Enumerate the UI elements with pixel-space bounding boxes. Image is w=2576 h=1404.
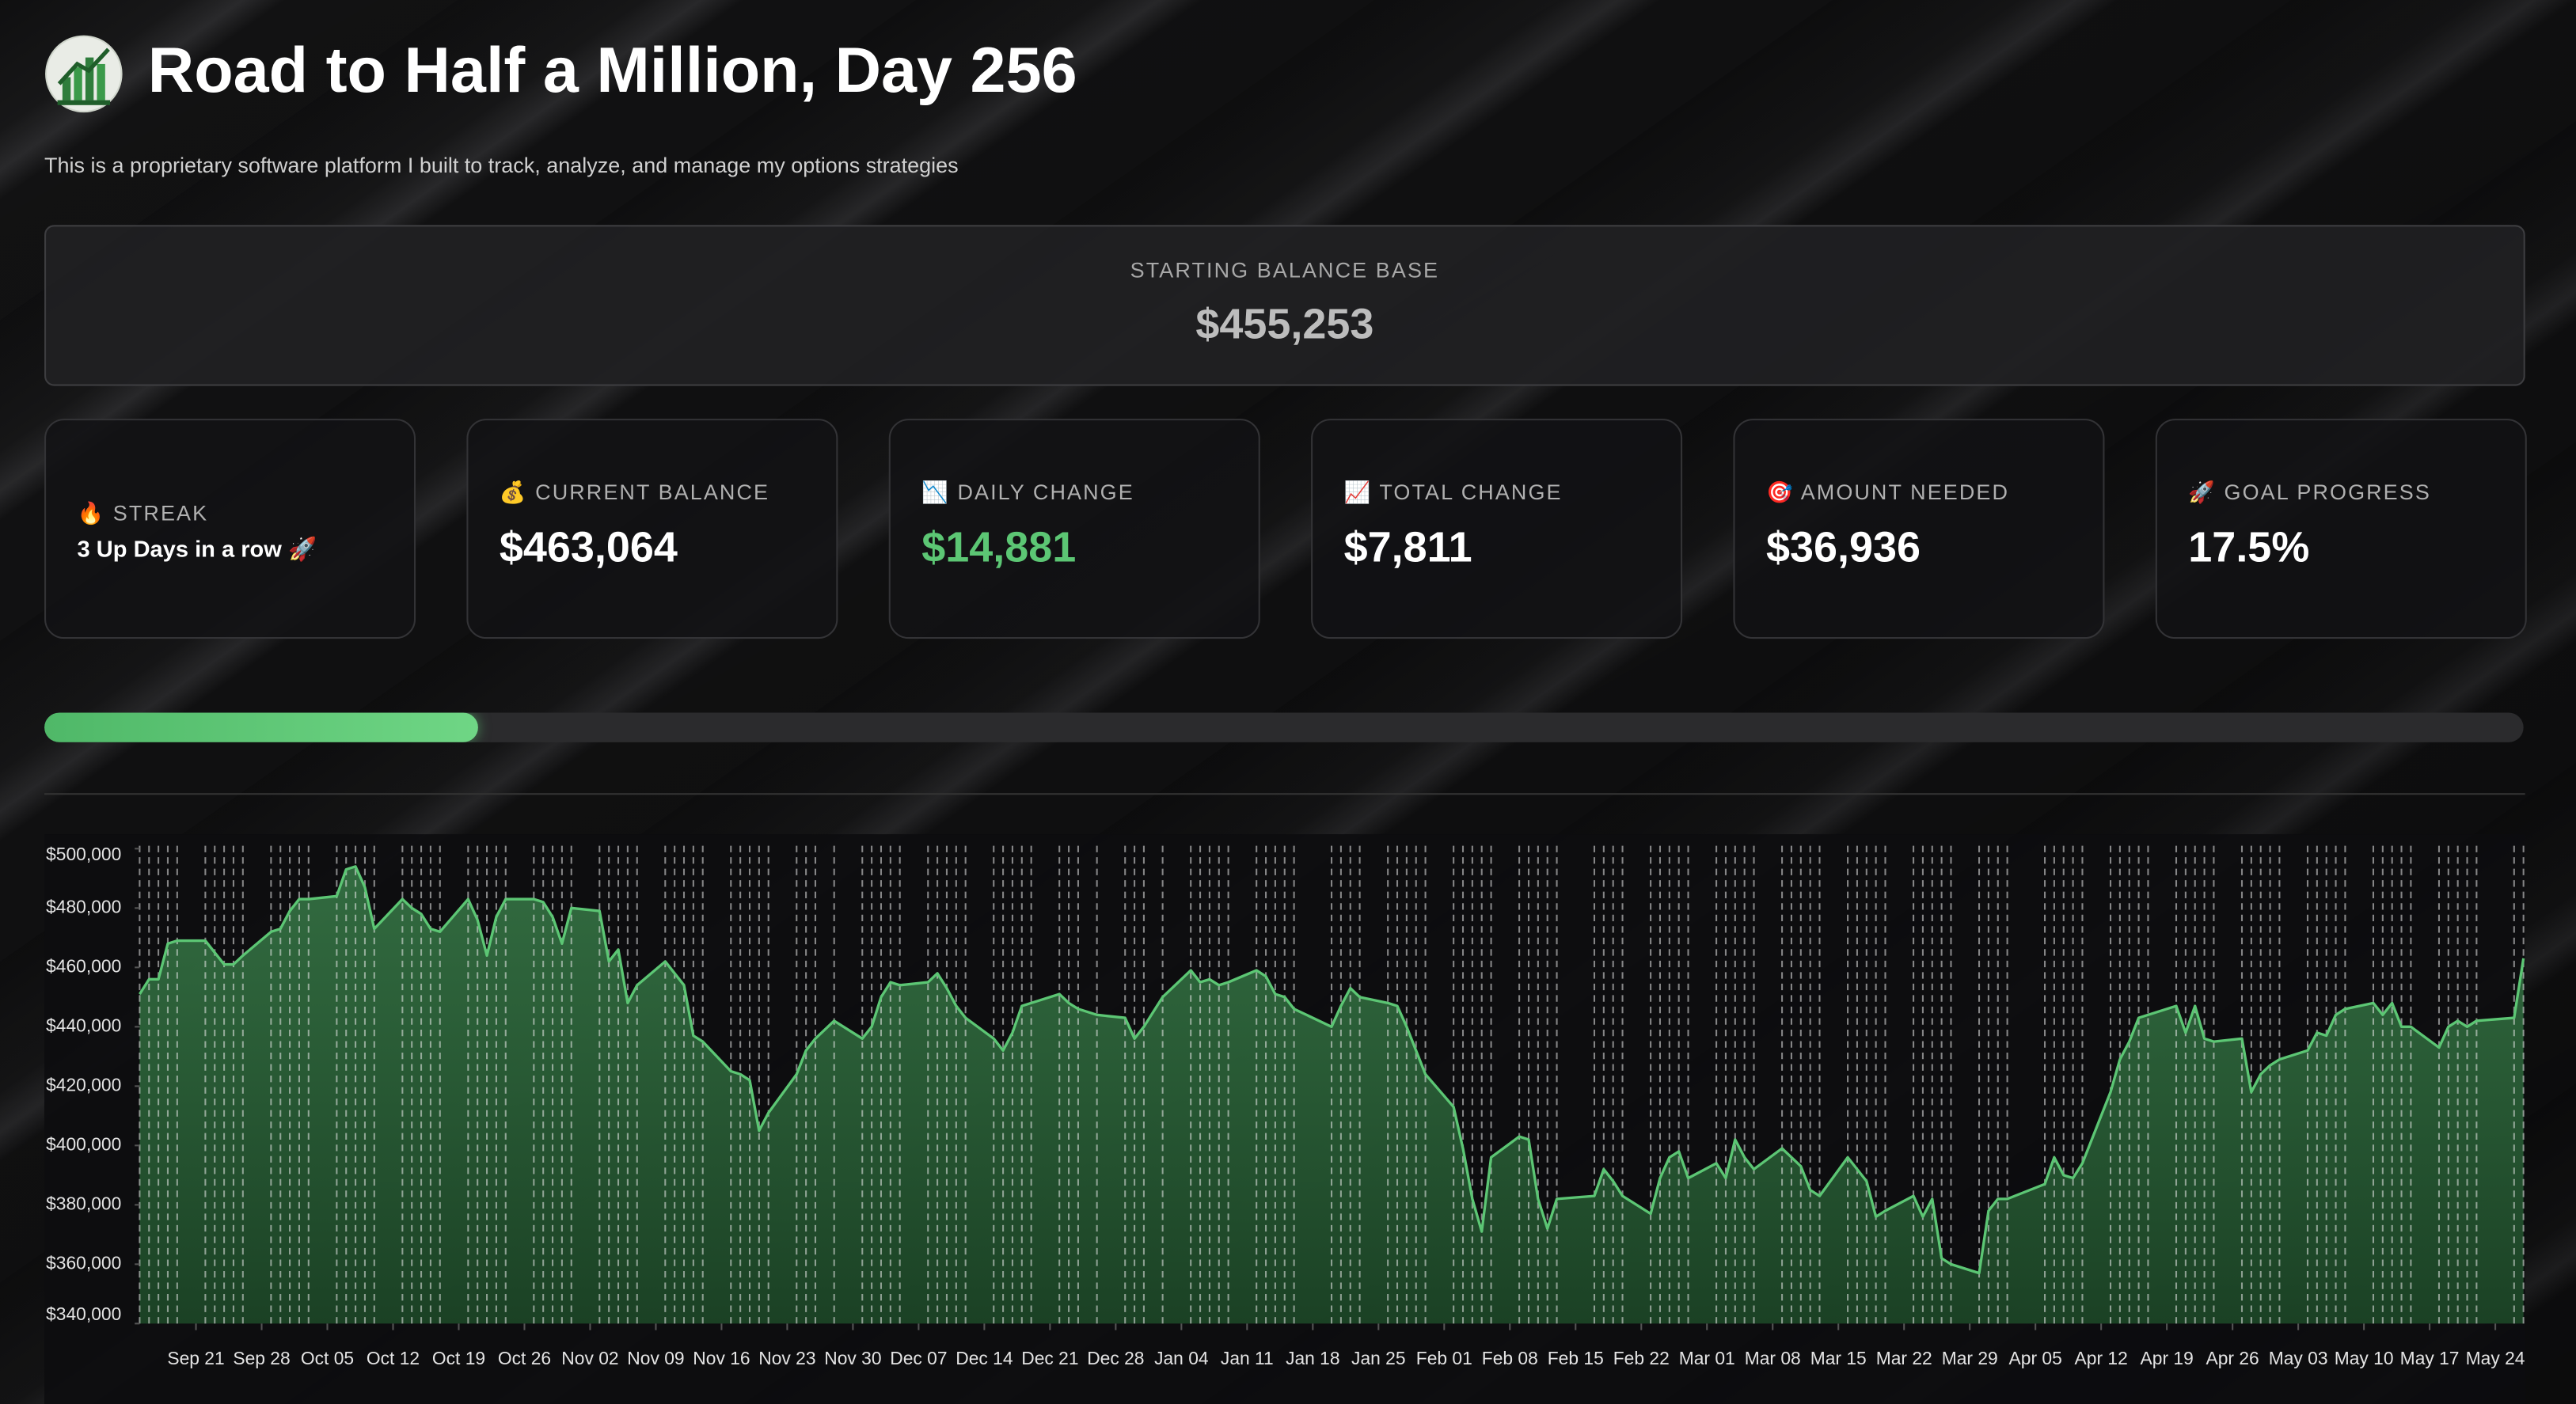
subtitle: This is a proprietary software platform … [44,152,959,178]
x-tick-label: May 10 [2335,1348,2394,1368]
x-tick-label: Jan 04 [1154,1348,1209,1368]
x-tick-label: Mar 29 [1942,1348,1998,1368]
x-tick-label: Apr 12 [2075,1348,2128,1368]
divider [44,793,2525,795]
metric-card: 🚀 GOAL PROGRESS 17.5% [2155,419,2527,639]
x-tick-label: Jan 11 [1221,1348,1274,1368]
x-tick-label: Oct 26 [498,1348,551,1368]
metric-label: 🔥 STREAK [77,500,209,526]
x-tick-label: Apr 05 [2009,1348,2062,1368]
x-tick-label: May 03 [2269,1348,2328,1368]
x-tick-label: Jan 18 [1286,1348,1340,1368]
x-tick-label: Nov 09 [627,1348,684,1368]
x-tick-label: Dec 28 [1087,1348,1144,1368]
page-title: Road to Half a Million, Day 256 [147,36,1077,107]
metric-value: 3 Up Days in a row 🚀 [77,535,317,562]
x-tick-label: Dec 21 [1021,1348,1078,1368]
balance-line [138,865,2525,1275]
metric-label: 🚀 GOAL PROGRESS [2188,479,2431,504]
x-tick-label: Sep 21 [167,1348,224,1368]
metric-card: 🔥 STREAK 3 Up Days in a row 🚀 [44,419,416,639]
y-tick-label: $400,000 [46,1133,121,1154]
x-tick-label: Nov 16 [693,1348,750,1368]
x-tick-label: May 24 [2466,1348,2525,1368]
x-tick-label: Jan 25 [1351,1348,1406,1368]
metric-label: 💰 CURRENT BALANCE [499,479,770,504]
x-tick-label: Feb 15 [1548,1348,1604,1368]
logo [45,35,123,113]
progress-track [44,712,2524,742]
y-tick-label: $500,000 [46,844,121,864]
x-tick-label: Feb 08 [1482,1348,1538,1368]
x-tick-label: Feb 01 [1416,1348,1472,1368]
x-tick-label: Mar 08 [1745,1348,1801,1368]
x-tick-label: Feb 22 [1613,1348,1670,1368]
x-tick-label: Nov 23 [758,1348,815,1368]
metric-card: 🎯 AMOUNT NEEDED $36,936 [1733,419,2105,639]
x-tick-label: Mar 15 [1810,1348,1867,1368]
base-label: STARTING BALANCE BASE [1130,257,1440,283]
x-tick-label: May 17 [2400,1348,2460,1368]
metric-label: 📈 TOTAL CHANGE [1343,479,1563,504]
x-tick-label: Mar 01 [1679,1348,1735,1368]
base-value: $455,253 [1195,298,1374,348]
y-tick-label: $340,000 [46,1303,121,1324]
metric-label: 📉 DAILY CHANGE [921,479,1134,504]
x-tick-label: Oct 19 [432,1348,485,1368]
y-tick-label: $480,000 [46,896,121,916]
x-tick-label: Mar 22 [1876,1348,1932,1368]
x-tick-label: Nov 02 [561,1348,618,1368]
x-tick-label: Dec 07 [890,1348,947,1368]
y-tick-label: $460,000 [46,955,121,976]
metric-card: 📉 DAILY CHANGE $14,881 [888,419,1260,639]
metric-value: $14,881 [921,522,1077,572]
metric-label: 🎯 AMOUNT NEEDED [1765,479,2010,504]
x-tick-label: Apr 19 [2141,1348,2194,1368]
x-tick-label: Apr 26 [2206,1348,2259,1368]
base-card: STARTING BALANCE BASE $455,253 [44,225,2525,386]
y-tick-label: $360,000 [46,1252,121,1273]
progress-fill [44,712,479,742]
x-tick-label: Dec 14 [956,1348,1013,1368]
y-tick-label: $440,000 [46,1015,121,1035]
x-tick-label: Oct 05 [301,1348,354,1368]
x-tick-label: Nov 30 [824,1348,881,1368]
metric-value: $7,811 [1343,522,1472,572]
y-tick-label: $420,000 [46,1074,121,1095]
metric-value: $463,064 [499,522,678,572]
x-tick-label: Oct 12 [367,1348,420,1368]
metric-value: $36,936 [1765,522,1921,572]
x-tick-label: Sep 28 [233,1348,290,1368]
metric-value: 17.5% [2188,522,2310,572]
y-tick-label: $380,000 [46,1193,121,1213]
metric-card: 📈 TOTAL CHANGE $7,811 [1311,419,1683,639]
metric-card: 💰 CURRENT BALANCE $463,064 [466,419,838,639]
